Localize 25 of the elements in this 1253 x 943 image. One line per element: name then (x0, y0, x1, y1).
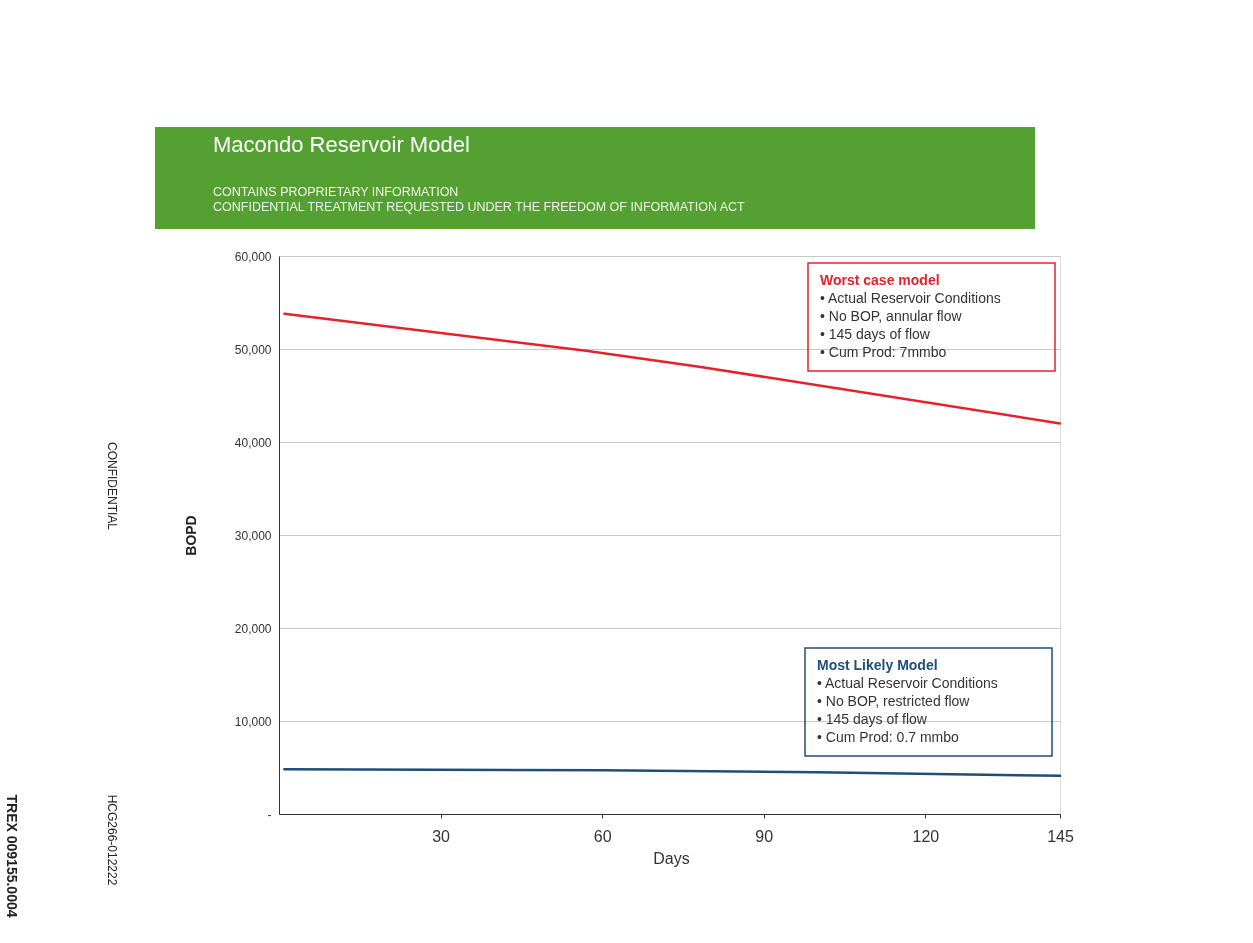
y-tick-label: 30,000 (234, 528, 272, 543)
text: HCG266-012222 (105, 794, 119, 886)
text: Most Likely Model (817, 657, 938, 673)
y-tick-label: 60,000 (234, 249, 272, 264)
line-series (283, 768, 1062, 778)
y-tick-label: 40,000 (234, 435, 272, 450)
chart-subtitle: CONTAINS PROPRIETARY INFORMATION CONFIDENTIAL TREATMENT REQUESTED UNDER THE FREEDOM OF INFORMATION ACT (213, 185, 746, 214)
text: Worst case model (820, 272, 940, 288)
x-axis-title: Days (653, 849, 690, 867)
y-axis-title: BOPD (182, 515, 199, 556)
x-tick-label: 30 (432, 827, 451, 845)
x-tick-label: 120 (912, 827, 940, 845)
annotation: • Actual Reservoir Conditions • No BOP, restricted flow • 145 days of flow • Cum Prod: 0.7 mmbo (817, 675, 998, 745)
chart-title: Macondo Reservoir Model (213, 132, 470, 157)
x-tick-label: 60 (593, 827, 612, 845)
y-tick-label: 20,000 (234, 621, 272, 636)
y-tick-label: 50,000 (234, 342, 272, 357)
y-tick-label: 10,000 (234, 714, 272, 729)
text: CONFIDENTIAL (105, 441, 119, 531)
line-series (283, 312, 1062, 425)
annotation: • Actual Reservoir Conditions • No BOP, annular flow • 145 days of flow • Cum Prod: 7mmbo (820, 290, 1001, 360)
x-tick-label: 90 (755, 827, 774, 845)
text: TREX 009155.0004 (4, 794, 20, 918)
y-tick-label: - (267, 807, 272, 822)
x-tick-label: 145 (1047, 827, 1074, 845)
